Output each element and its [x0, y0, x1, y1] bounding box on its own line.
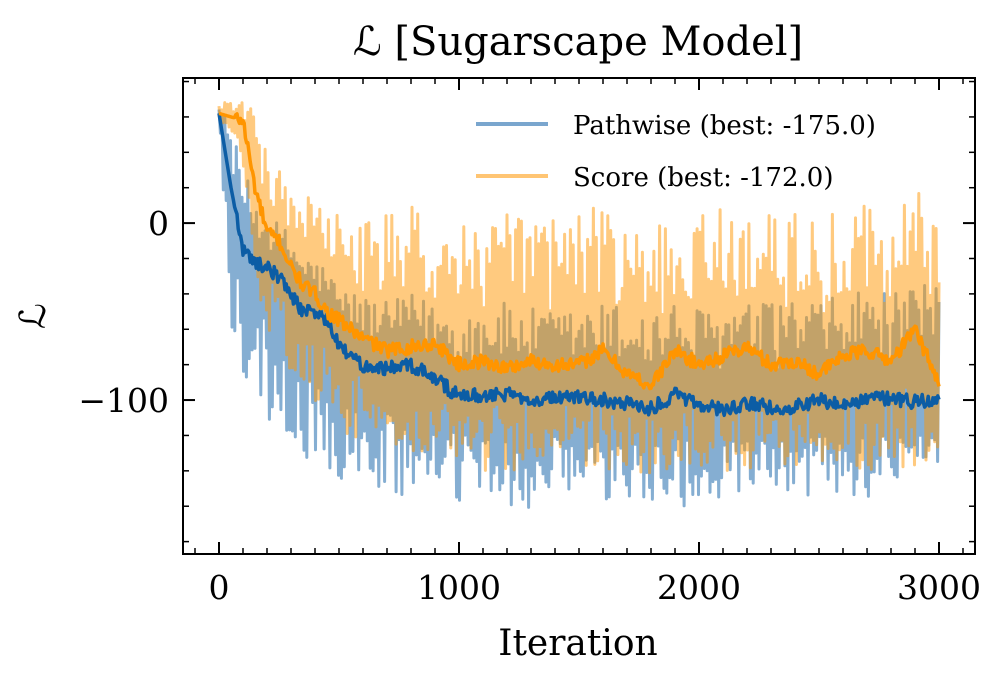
y-tick-label: 0: [148, 204, 169, 243]
y-axis-label: ℒ: [13, 303, 54, 329]
smoothed-lines: [217, 111, 941, 418]
chart-title: ℒ [Sugarscape Model]: [353, 19, 803, 65]
smoothed-line-pathwise: [217, 113, 941, 418]
x-tick-label: 1000: [417, 568, 501, 607]
legend-label-pathwise: Pathwise (best: -175.0): [573, 111, 876, 141]
x-tick-label: 3000: [897, 568, 981, 607]
x-tick-label: 0: [209, 568, 230, 607]
legend: Pathwise (best: -175.0) Score (best: -17…: [476, 111, 876, 193]
x-axis-label: Iteration: [498, 623, 658, 664]
x-tick-label: 2000: [657, 568, 741, 607]
axis-ticks: [183, 78, 975, 554]
legend-label-score: Score (best: -172.0): [573, 163, 833, 193]
y-tick-label: −100: [78, 381, 169, 420]
smoothed-line-score: [218, 111, 941, 391]
tick-labels: 0 1000 2000 3000 0 −100: [78, 204, 981, 607]
raw-trace-score: [217, 101, 941, 475]
raw-noise-bands: [217, 101, 941, 509]
